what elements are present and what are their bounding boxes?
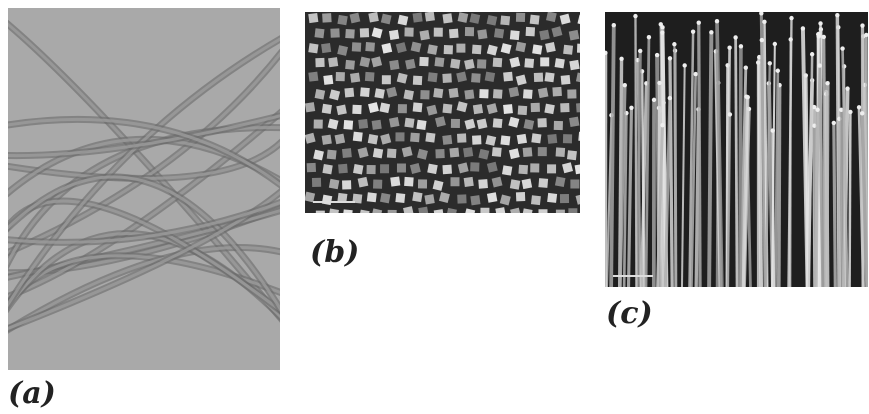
panel-label: (b) xyxy=(310,235,359,270)
figure: (a) (b) (c) xyxy=(0,0,869,414)
panel-label: (a) xyxy=(8,376,56,411)
panel-label: (c) xyxy=(606,296,653,331)
sem-image-cubes xyxy=(305,12,580,213)
tem-image-nanotubes xyxy=(8,8,280,370)
sem-image-nanowires xyxy=(605,12,868,287)
